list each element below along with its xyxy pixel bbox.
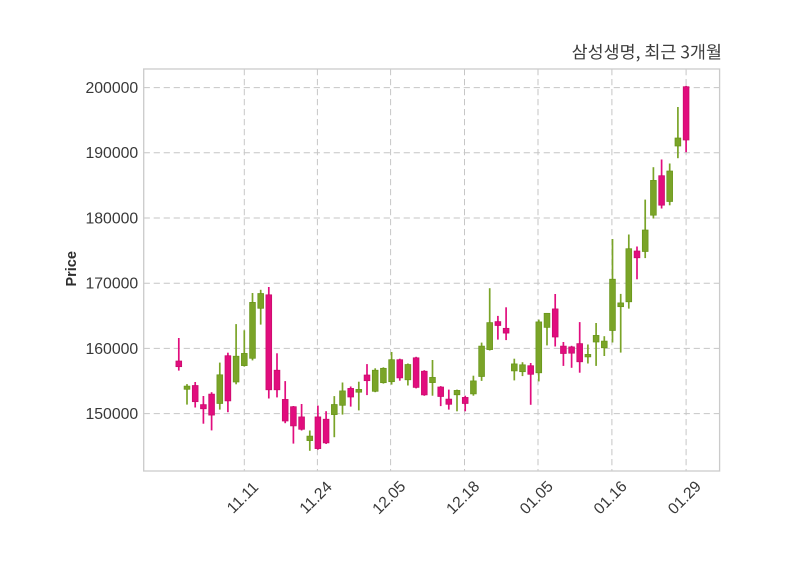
svg-text:160000: 160000 [85,341,138,358]
svg-text:150000: 150000 [85,406,138,423]
svg-text:190000: 190000 [85,145,138,162]
svg-text:200000: 200000 [85,80,138,97]
svg-text:180000: 180000 [85,210,138,227]
svg-text:Price: Price [64,251,80,286]
svg-text:170000: 170000 [85,276,138,293]
